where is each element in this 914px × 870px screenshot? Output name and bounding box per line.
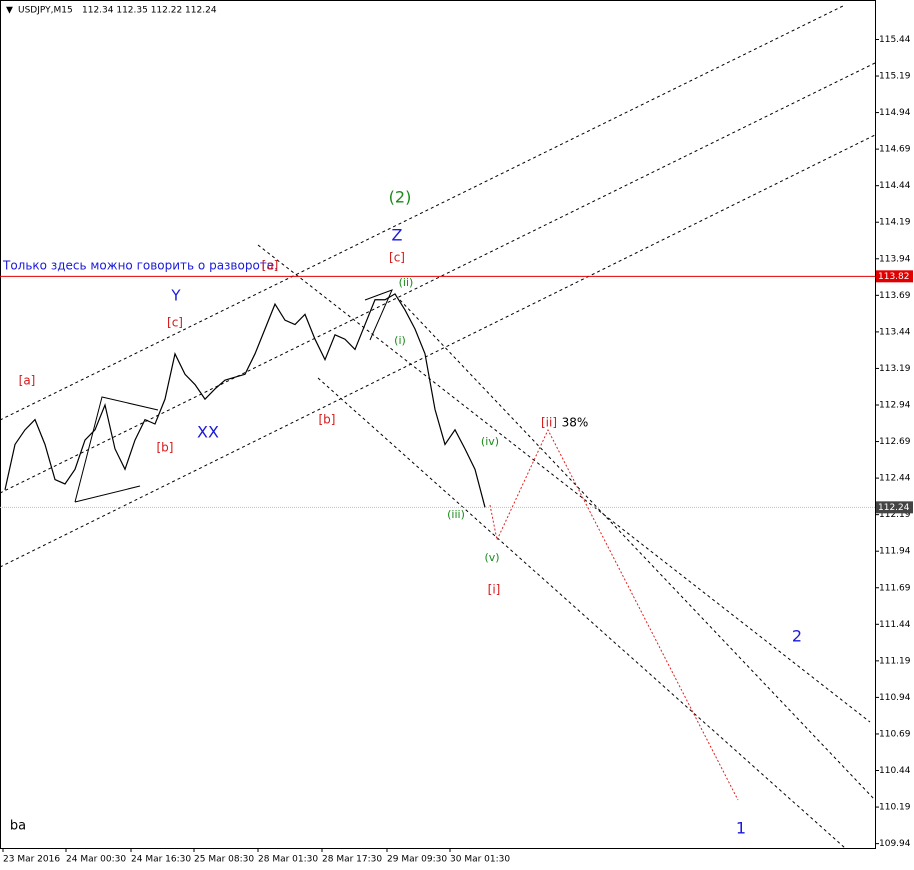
wave-label: [b] [319,413,336,427]
y-tick-label: 114.19 [879,218,911,228]
y-tick-label: 115.44 [879,35,911,45]
x-tick-label: 25 Mar 08:30 [194,855,254,865]
y-tick-label: 115.19 [879,72,911,82]
wave-label: 2 [792,627,802,646]
channel-line [399,299,876,801]
y-tick-label: 113.94 [879,254,911,264]
symbol: USDJPY,M15 [18,6,73,16]
x-tick-label: 28 Mar 17:30 [322,855,382,865]
wave-label: 1 [736,819,746,838]
y-tick-label: 110.69 [879,729,911,739]
wave-label: [a] [262,259,279,273]
wave-label: 38% [562,416,589,430]
channel-line [0,134,876,568]
wave-label: Z [392,226,403,245]
y-tick-label: 113.69 [879,291,911,301]
channel-line [0,4,846,421]
y-tick-label: 111.69 [879,583,911,593]
triangle [74,396,159,503]
plot-frame [0,0,876,849]
y-tick-label: 109.94 [879,839,911,849]
triangle [364,289,393,341]
triangle [74,485,141,503]
price-label-bg [876,270,913,283]
wave-label: (iii) [447,508,465,521]
y-tick-label: 114.94 [879,108,911,118]
y-tick-label: 112.44 [879,474,911,484]
y-tick-label: 112.69 [879,437,911,447]
wave-label: Y [170,287,181,305]
channel-line [0,62,876,494]
price-label: 113.82 [878,272,910,282]
wave-label: (v) [484,551,499,564]
wave-label: [i] [488,583,501,597]
price-label-bg [876,501,913,514]
wave-label: ba [10,819,26,834]
menu-arrow[interactable]: ▼ [6,6,13,16]
y-tick-label: 111.94 [879,547,911,557]
x-tick-label: 24 Mar 16:30 [131,855,191,865]
wave-label: (i) [394,334,406,347]
wave-label: Только здесь можно говорить о развороте. [2,259,278,273]
wave-label: [c] [167,316,183,330]
y-tick-label: 112.19 [879,510,911,520]
y-tick-label: 110.19 [879,803,911,813]
y-tick-label: 112.94 [879,400,911,410]
wave-label: XX [197,423,219,442]
y-tick-label: 111.19 [879,656,911,666]
price-label: 112.24 [878,503,910,513]
y-tick-label: 113.19 [879,364,911,374]
wave-label: [ii] [541,416,557,430]
wave-label: [b] [157,441,174,455]
wave-label: (ii) [399,276,414,289]
wave-label: (iv) [481,435,499,448]
x-tick-label: 30 Mar 01:30 [450,855,510,865]
wave-label: [a] [19,374,36,388]
y-tick-label: 113.44 [879,327,911,337]
wave-label: [c] [389,251,405,265]
x-tick-label: 28 Mar 01:30 [258,855,318,865]
channel-line [317,377,846,849]
x-tick-label: 29 Mar 09:30 [387,855,447,865]
y-tick-label: 114.69 [879,145,911,155]
quote: 112.34 112.35 112.22 112.24 [82,6,217,16]
y-tick-label: 110.94 [879,693,911,703]
x-tick-label: 23 Mar 2016 [3,855,60,865]
projection [489,428,739,801]
y-tick-label: 111.44 [879,620,911,630]
y-tick-label: 114.44 [879,181,911,191]
y-tick-label: 110.44 [879,766,911,776]
price-line-series [4,293,486,508]
wave-label: (2) [389,188,412,207]
x-tick-label: 24 Mar 00:30 [66,855,126,865]
